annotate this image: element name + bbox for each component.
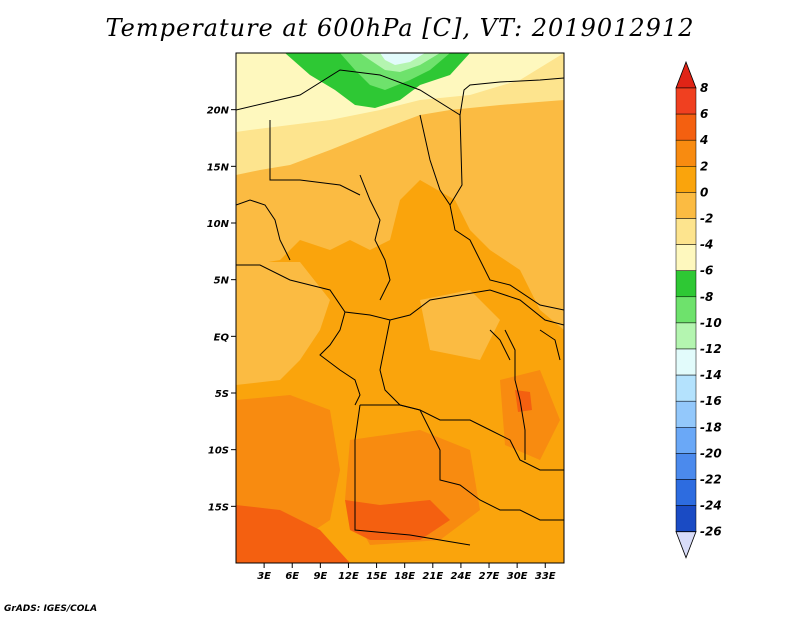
lon-tick-label: 27E xyxy=(479,571,500,582)
lat-tick-label: 10N xyxy=(207,219,230,230)
country-boundaries xyxy=(236,69,564,546)
lon-tick-label: 30E xyxy=(507,571,528,582)
colorbar-box xyxy=(675,192,697,219)
colorbar-label: -6 xyxy=(700,264,713,278)
lon-tick-label: 18E xyxy=(394,571,415,582)
lon-tick-label: 6E xyxy=(285,571,299,582)
colorbar-label: -16 xyxy=(700,394,722,408)
colorbar-label: -18 xyxy=(700,420,722,434)
lat-tick-label: EQ xyxy=(214,332,230,343)
lat-tick-label: 15N xyxy=(207,162,230,173)
colorbar-under-arrow xyxy=(675,531,697,559)
colorbar-box xyxy=(675,505,697,532)
lat-tick-label: 15S xyxy=(208,502,229,513)
lat-tick-label: 5N xyxy=(214,276,230,287)
colorbar-box xyxy=(675,479,697,506)
colorbar-box xyxy=(675,427,697,454)
colorbar-box xyxy=(675,270,697,298)
lon-tick-label: 15E xyxy=(366,571,387,582)
colorbar-label: 0 xyxy=(700,185,708,199)
colorbar-box xyxy=(675,374,697,402)
colorbar-label: -22 xyxy=(700,473,722,487)
colorbar-box xyxy=(675,87,697,115)
colorbar-box xyxy=(675,113,697,141)
lat-tick-label: 20N xyxy=(207,106,230,117)
colorbar-label: -20 xyxy=(700,446,722,460)
colorbar-label: -12 xyxy=(700,342,722,356)
colorbar-label: 6 xyxy=(700,107,708,121)
colorbar-box xyxy=(675,139,697,167)
colorbar-label: -2 xyxy=(700,212,713,226)
colorbar-box xyxy=(675,453,697,480)
colorbar-over-arrow xyxy=(675,60,697,89)
lat-tick-label: 10S xyxy=(208,446,229,457)
map-frame xyxy=(235,52,565,564)
lon-tick-label: 9E xyxy=(313,571,327,582)
colorbar-box xyxy=(675,218,697,245)
colorbar-box xyxy=(675,400,697,428)
colorbar-box xyxy=(675,244,697,271)
colorbar-box xyxy=(675,322,697,350)
colorbar-label: -14 xyxy=(700,368,722,382)
lon-tick-label: 33E xyxy=(535,571,556,582)
lon-tick-label: 12E xyxy=(338,571,359,582)
colorbar-label: 4 xyxy=(699,133,708,147)
colorbar-label: -24 xyxy=(700,499,722,513)
longitude-axis: 3E 6E 9E 12E 15E 18E 21E 24E 27E 30E 33E xyxy=(257,563,556,582)
colorbar-label: -8 xyxy=(700,290,713,304)
colorbar-box xyxy=(675,166,697,193)
temperature-field xyxy=(236,53,564,563)
lat-tick-label: 5S xyxy=(215,389,229,400)
colorbar-label: -10 xyxy=(700,316,722,330)
latitude-axis: 20N 15N 10N 5N EQ 5S 10S 15S xyxy=(207,106,236,513)
colorbar-label: -26 xyxy=(700,525,722,539)
colorbar-label: -4 xyxy=(700,238,713,252)
colorbar: 8 6 4 2 0 -2 -4 -6 -8 -10 -12 -14 -16 -18 -20 -22 -24 -26 xyxy=(675,60,722,559)
grads-credit: GrADS: IGES/COLA xyxy=(4,604,98,614)
colorbar-label: 8 xyxy=(700,81,708,95)
colorbar-label: 2 xyxy=(700,159,708,173)
colorbar-box xyxy=(675,296,697,324)
map-title: Temperature at 600hPa [C], VT: 201901291… xyxy=(105,14,695,42)
lon-tick-label: 3E xyxy=(257,571,271,582)
colorbar-box xyxy=(675,348,697,376)
lon-tick-label: 24E xyxy=(451,571,472,582)
lon-tick-label: 21E xyxy=(422,571,443,582)
